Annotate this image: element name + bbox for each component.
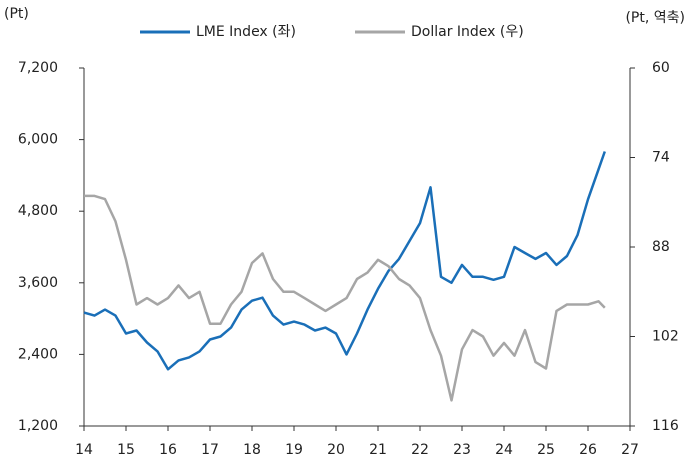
y-unit-label: (Pt) bbox=[4, 6, 29, 22]
x-tick-label: 15 bbox=[117, 442, 135, 458]
y2-tick-label: 88 bbox=[652, 239, 670, 255]
y-tick-label: 6,000 bbox=[18, 132, 58, 148]
x-tick-label: 23 bbox=[453, 442, 471, 458]
x-tick-label: 24 bbox=[495, 442, 513, 458]
x-tick-label: 14 bbox=[75, 442, 93, 458]
y-tick-label: 3,600 bbox=[18, 275, 58, 291]
x-tick-label: 19 bbox=[285, 442, 303, 458]
x-tick-label: 27 bbox=[621, 442, 639, 458]
y-tick-label: 2,400 bbox=[18, 346, 58, 362]
series-line bbox=[83, 151, 606, 371]
x-tick-label: 18 bbox=[243, 442, 261, 458]
y2-tick-label: 116 bbox=[652, 418, 679, 434]
x-tick-label: 22 bbox=[411, 442, 429, 458]
x-tick-label: 16 bbox=[159, 442, 177, 458]
y-tick-label: 1,200 bbox=[18, 418, 58, 434]
y2-tick-label: 102 bbox=[652, 329, 679, 345]
x-tick-label: 21 bbox=[369, 442, 387, 458]
x-tick-label: 25 bbox=[537, 442, 555, 458]
y2-unit-label: (Pt, 역축) bbox=[625, 10, 685, 26]
y2-tick-label: 60 bbox=[652, 60, 670, 76]
x-tick-label: 17 bbox=[201, 442, 219, 458]
legend-label: Dollar Index (우) bbox=[411, 24, 524, 40]
series-line bbox=[84, 194, 606, 402]
legend-label: LME Index (좌) bbox=[196, 24, 296, 40]
y2-tick-label: 74 bbox=[652, 150, 670, 166]
x-tick-label: 26 bbox=[579, 442, 597, 458]
x-tick-label: 20 bbox=[327, 442, 345, 458]
y-tick-label: 7,200 bbox=[18, 60, 58, 76]
y-tick-label: 4,800 bbox=[18, 203, 58, 219]
